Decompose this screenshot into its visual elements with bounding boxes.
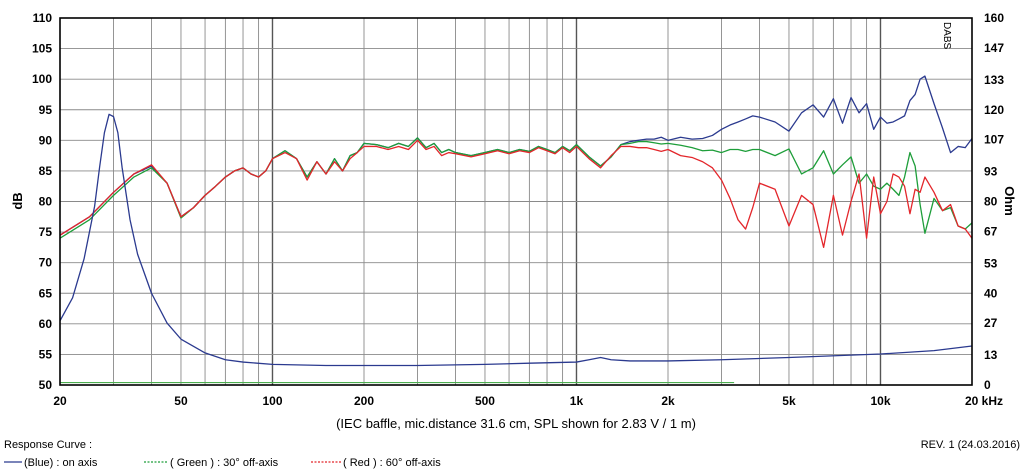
series-line-1 — [59, 137, 973, 239]
y-tick-label-11: 105 — [32, 42, 52, 56]
y-tick-label-2: 60 — [39, 317, 53, 331]
y2-tick-label-2: 27 — [984, 316, 998, 330]
x-tick-label-6: 2k — [661, 394, 675, 408]
x-tick-label-5: 1k — [570, 394, 584, 408]
legend-label-green: ( Green ) : 30° off-axis — [170, 457, 279, 469]
x-tick-label-4: 500 — [475, 394, 495, 408]
y2-axis-label: Ohm — [1002, 186, 1017, 216]
series-line-0 — [59, 75, 973, 236]
y-tick-label-0: 50 — [39, 378, 53, 392]
y2-tick-label-5: 67 — [984, 224, 998, 238]
y-tick-label-12: 110 — [33, 11, 53, 25]
legend-label-blue: (Blue) : on axis — [24, 457, 98, 469]
y2-tick-label-4: 53 — [984, 256, 998, 270]
legend-item-blue: (Blue) : on axis — [4, 457, 98, 469]
y-tick-label-9: 95 — [39, 103, 53, 117]
legend-item-green: ( Green ) : 30° off-axis — [144, 457, 279, 469]
revision-label: REV. 1 (24.03.2016) — [921, 439, 1020, 451]
x-tick-label-1: 50 — [174, 394, 188, 408]
series-line-3 — [59, 113, 973, 367]
left-axis-ticks: 50 55 60 65 70 75 80 85 90 95 100 105 110 — [32, 11, 52, 392]
y-tick-label-7: 85 — [39, 164, 53, 178]
x-tick-label-2: 100 — [262, 394, 282, 408]
y-tick-label-4: 70 — [39, 256, 53, 270]
y2-tick-label-3: 40 — [984, 286, 998, 300]
x-tick-label-3: 200 — [354, 394, 374, 408]
y-tick-label-8: 90 — [39, 133, 53, 147]
x-tick-label-8: 10k — [870, 394, 890, 408]
x-tick-label-9: 20 kHz — [965, 394, 1003, 408]
series-line-2 — [59, 139, 973, 249]
plot-frame — [59, 17, 973, 386]
x-tick-label-7: 5k — [782, 394, 796, 408]
series-group — [59, 75, 973, 384]
legend-label-red: ( Red ) : 60° off-axis — [343, 457, 441, 469]
y-tick-label-6: 80 — [39, 195, 53, 209]
y-tick-label-10: 100 — [32, 72, 52, 86]
y2-tick-label-9: 120 — [984, 103, 1004, 117]
y2-tick-label-10: 133 — [984, 73, 1004, 87]
grid-lines — [59, 18, 973, 385]
right-axis-ticks: 0 13 27 40 53 67 80 93 107 120 133 147 160 — [984, 11, 1004, 392]
y2-tick-label-7: 93 — [984, 165, 998, 179]
y2-tick-label-8: 107 — [984, 133, 1004, 147]
y2-tick-label-1: 13 — [984, 348, 998, 362]
y2-tick-label-12: 160 — [984, 11, 1004, 25]
y2-tick-label-6: 80 — [984, 195, 998, 209]
legend-title: Response Curve : — [4, 439, 92, 451]
legend-item-red: ( Red ) : 60° off-axis — [311, 457, 441, 469]
y2-tick-label-11: 147 — [984, 41, 1004, 55]
y-tick-label-1: 55 — [39, 347, 53, 361]
y-tick-label-5: 75 — [39, 225, 53, 239]
y-axis-label: dB — [10, 192, 25, 209]
x-tick-label-0: 20 — [53, 394, 67, 408]
y2-tick-label-0: 0 — [984, 378, 991, 392]
y-tick-label-3: 65 — [39, 286, 53, 300]
x-axis-ticks: 20 50 100 200 500 1k 2k 5k 10k 20 kHz — [53, 394, 1003, 408]
x-axis-caption: (IEC baffle, mic.distance 31.6 cm, SPL s… — [336, 416, 696, 431]
side-mark: DABS — [941, 22, 952, 50]
